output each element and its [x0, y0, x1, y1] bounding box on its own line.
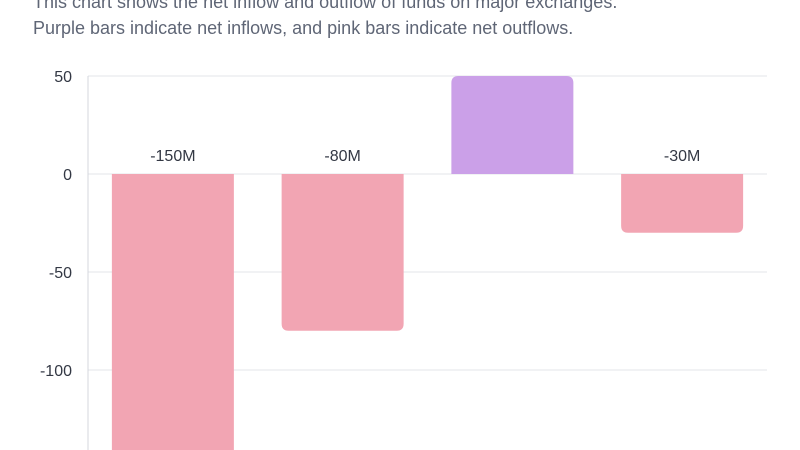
bar-data-label: -80M	[324, 148, 360, 165]
bar-data-label: -30M	[664, 148, 700, 165]
y-axis-ticks: 50 0 -50 -100	[40, 69, 72, 380]
description-line-2: Purple bars indicate net inflows, and pi…	[33, 18, 574, 38]
inflow-bar	[451, 76, 574, 174]
data-labels: -150M -80M -30M	[150, 148, 700, 165]
bars	[111, 76, 744, 450]
y-tick-label: 0	[63, 167, 72, 184]
y-tick-label: -50	[49, 265, 72, 282]
description-line-1: This chart shows the net inflow and outf…	[33, 0, 618, 12]
outflow-bar	[281, 174, 404, 331]
bar-data-label: -150M	[150, 148, 195, 165]
outflow-bar	[621, 174, 744, 233]
chart-description: This chart shows the net inflow and outf…	[33, 0, 793, 41]
outflow-bar	[111, 174, 234, 450]
y-tick-label: 50	[54, 69, 72, 86]
y-tick-label: -100	[40, 363, 72, 380]
